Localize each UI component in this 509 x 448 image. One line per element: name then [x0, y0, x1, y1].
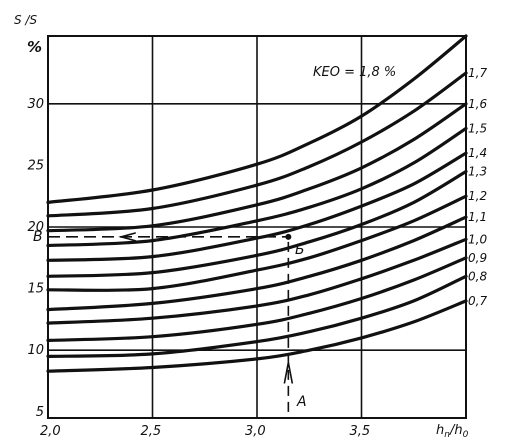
curve-label: 0,9	[468, 251, 487, 265]
y-tick-label: 30	[27, 97, 44, 112]
x-axis-label-slash: /h	[449, 423, 463, 438]
point-label-v: В	[33, 229, 43, 245]
tick-labels: 2,0 2,5 3,0 3,5 5 10 15 20 25 30	[27, 97, 370, 439]
series-line	[46, 215, 468, 312]
curve-label: 1,5	[468, 121, 487, 135]
curve-label: 1,7	[468, 66, 487, 80]
curve-label: 1,6	[468, 97, 487, 111]
x-axis-label-sub-0: 0	[463, 430, 469, 440]
series-line	[46, 256, 468, 342]
x-tick-label: 3,0	[245, 424, 266, 439]
construction-lines	[48, 232, 294, 412]
point-b-dot	[285, 233, 292, 240]
curve-label: 1,4	[468, 146, 487, 160]
curves	[46, 34, 468, 373]
keo-annotation: KEO = 1,8 %	[313, 65, 396, 80]
curve-label: 1,1	[468, 210, 487, 224]
y-tick-label: 15	[27, 282, 44, 297]
y-tick-label: 20	[27, 220, 44, 235]
point-label-b: Б	[295, 242, 305, 258]
y-tick-label: 25	[27, 158, 44, 173]
series-line	[46, 237, 468, 325]
arrow-up-icon	[283, 362, 294, 384]
curve-label: 1,3	[468, 165, 487, 179]
curve-label: 0,7	[468, 294, 487, 308]
curve-label: 0,8	[468, 269, 487, 283]
series-line	[46, 126, 468, 248]
series-line	[46, 299, 468, 373]
point-label-a: A	[296, 394, 307, 410]
x-axis-label: hn/h0	[436, 423, 469, 440]
x-tick-label: 2,5	[141, 424, 162, 439]
curve-labels: 0,7 0,8 0,9 1,0 1,1 1,2 1,3 1,4 1,5 1,6 1,7	[468, 66, 487, 308]
series-line	[46, 151, 468, 262]
series-line	[46, 194, 468, 292]
y-axis-label: %	[27, 38, 42, 56]
series-line	[46, 169, 468, 278]
curve-label: 1,0	[468, 232, 487, 246]
grid	[47, 35, 467, 419]
series-line	[46, 274, 468, 358]
y-tick-label: 10	[27, 343, 44, 358]
x-axis-label-sub-n: n	[444, 430, 450, 440]
series-line	[46, 34, 468, 204]
y-top-label: S /S	[14, 13, 37, 27]
y-tick-label: 5	[36, 405, 44, 420]
series-line	[46, 71, 468, 218]
x-axis-label-h: h	[436, 423, 444, 438]
x-tick-label: 3,5	[350, 424, 371, 439]
arrow-left-icon	[118, 232, 136, 242]
curve-label: 1,2	[468, 189, 487, 203]
x-tick-label: 2,0	[40, 424, 61, 439]
series-line	[46, 102, 468, 233]
